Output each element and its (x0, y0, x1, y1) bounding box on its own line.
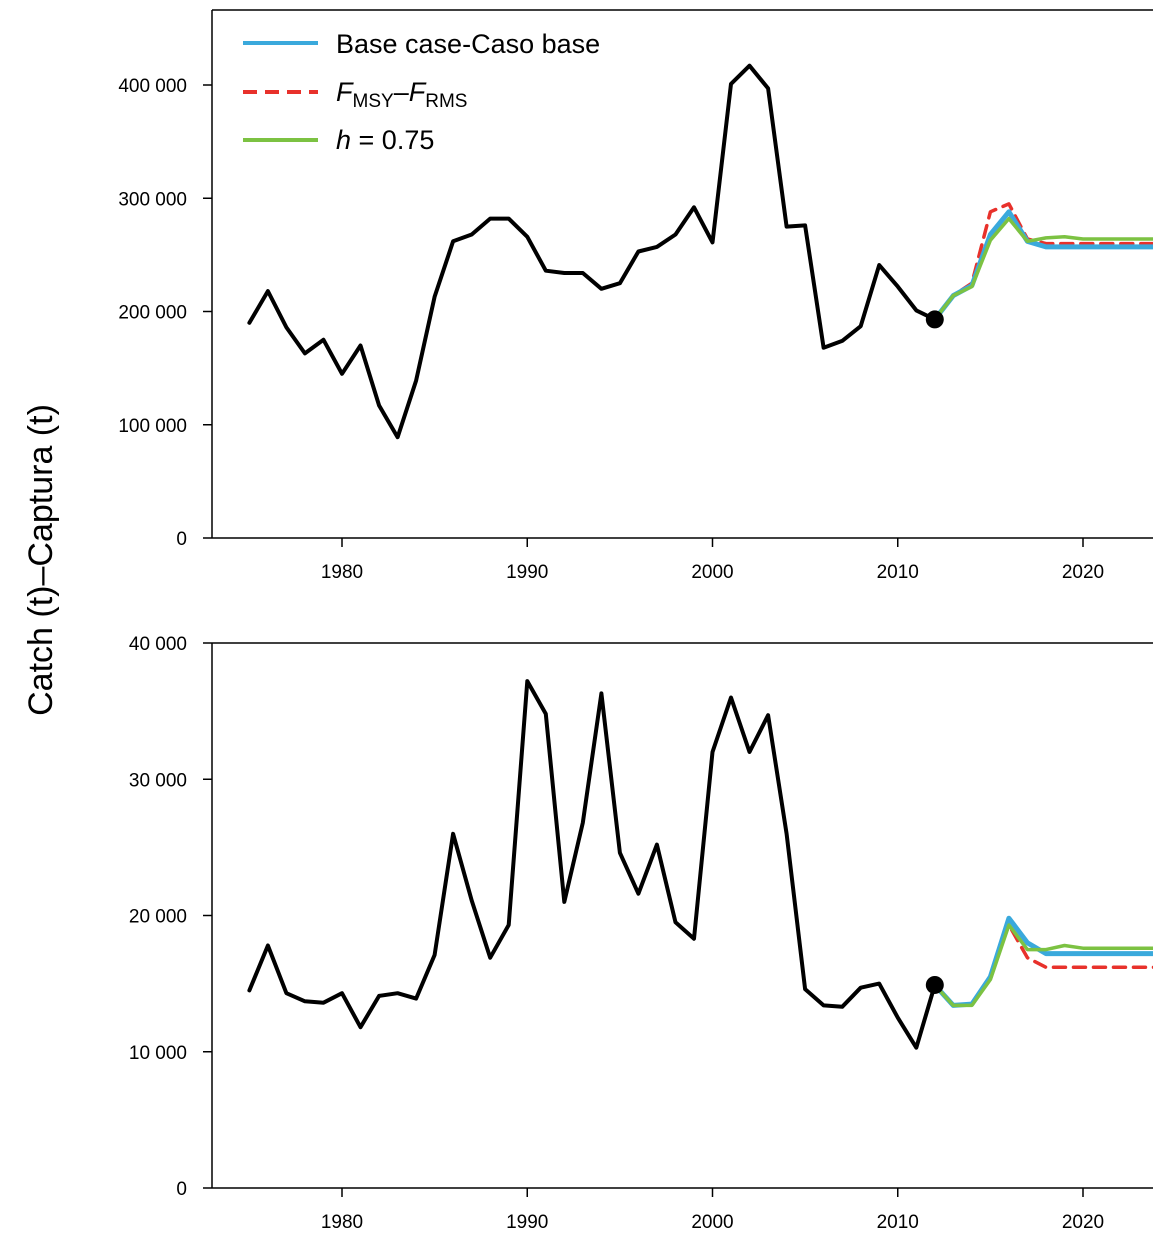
x-tick-label: 2020 (1062, 1212, 1104, 1233)
series-line-h075 (933, 923, 1153, 1008)
legend-label-base: Base case-Caso base (336, 29, 600, 59)
series-line-fmsy (933, 923, 1153, 1008)
x-tick-label: 1980 (321, 1212, 363, 1233)
y-tick-label: 0 (176, 1179, 187, 1200)
x-tick-label: 2010 (877, 1212, 919, 1233)
y-tick-label: 40 000 (129, 634, 187, 655)
x-tick-label: 1980 (321, 562, 363, 583)
y-tick-label: 0 (176, 529, 187, 550)
series-line-base (932, 209, 1153, 322)
series-line-base (932, 915, 1153, 1008)
current-year-marker (925, 310, 944, 329)
x-tick-label: 1990 (506, 562, 548, 583)
x-tick-label: 2000 (691, 1212, 733, 1233)
series-line-fmsy (933, 202, 1153, 322)
y-tick-label: 20 000 (129, 907, 187, 928)
y-tick-label: 10 000 (129, 1043, 187, 1064)
x-tick-label: 2010 (877, 562, 919, 583)
legend-label-fmsy: FMSY–FRMS (336, 77, 467, 112)
y-tick-label: 200 000 (118, 303, 187, 324)
x-tick-label: 2020 (1062, 562, 1104, 583)
y-tick-label: 30 000 (129, 770, 187, 791)
top-panel: 1980 1990 2000 2010 2020 0 100 000 200 000 300 0… (118, 9, 1153, 583)
series-line-h075 (933, 216, 1153, 322)
series-line-history (247, 679, 937, 1050)
series-line-history (247, 63, 937, 440)
y-tick-label: 300 000 (118, 189, 187, 210)
y-axis-label: Catch (t)–Captura (t) (22, 404, 60, 716)
legend: Base case-Caso base FMSY–FRMS h = 0.75 (243, 29, 600, 155)
y-tick-label: 100 000 (118, 416, 187, 437)
x-tick-label: 2000 (691, 562, 733, 583)
y-tick-label: 400 000 (118, 76, 187, 97)
bottom-panel: 1980 1990 2000 2010 2020 0 10 000 20 000 30 000 4… (129, 634, 1153, 1233)
x-tick-label: 1990 (506, 1212, 548, 1233)
legend-label-h075: h = 0.75 (336, 125, 434, 155)
current-year-marker (925, 975, 944, 994)
